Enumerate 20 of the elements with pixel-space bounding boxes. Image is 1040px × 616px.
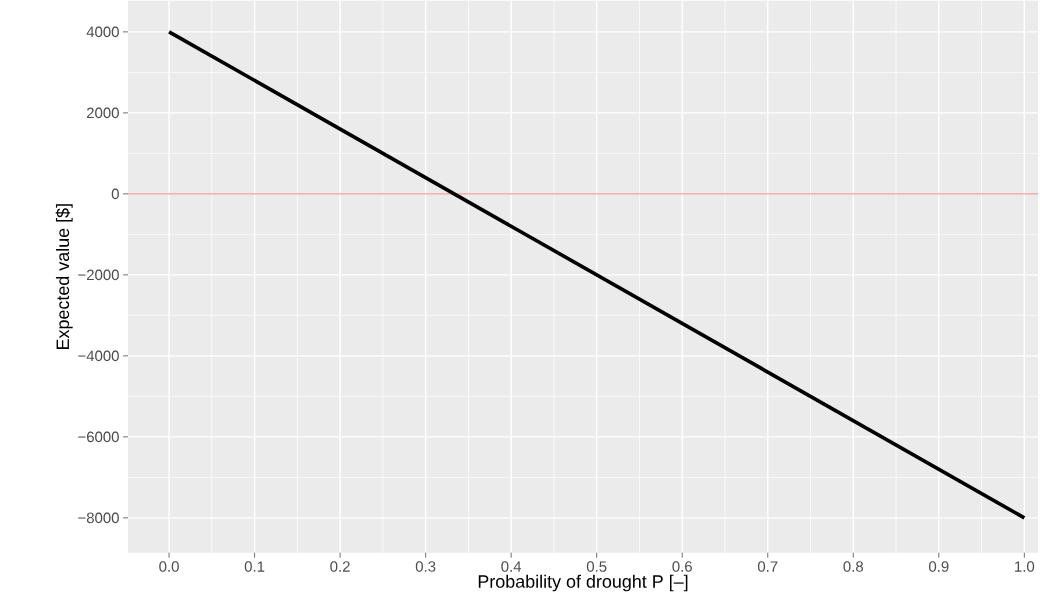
x-tick-label: 0.1	[244, 561, 265, 572]
x-tick-label: 1.0	[1015, 561, 1035, 572]
x-tick-label: 0.6	[672, 561, 692, 572]
x-tick-label: 0.8	[843, 561, 864, 572]
x-tick-label: 0.3	[415, 561, 436, 572]
y-axis-title: Expected value [$]	[55, 204, 73, 350]
y-tick-label: −4000	[78, 350, 119, 362]
y-tick-label: 4000	[86, 26, 119, 38]
x-tick-label: 0.9	[929, 561, 949, 572]
y-tick-label: −6000	[78, 431, 119, 443]
y-tick-label: −8000	[78, 512, 119, 524]
x-tick-label: 0.2	[330, 561, 350, 572]
x-tick-label: 0.7	[757, 561, 778, 572]
y-tick-label: −2000	[78, 269, 119, 281]
x-tick-label: 0.0	[159, 561, 179, 572]
y-tick-label: 0	[111, 188, 119, 200]
x-axis-title: Probability of drought P [–]	[478, 574, 688, 592]
x-tick-label: 0.5	[586, 561, 607, 572]
y-tick-label: 2000	[86, 107, 119, 119]
x-tick-label: 0.4	[501, 561, 522, 572]
